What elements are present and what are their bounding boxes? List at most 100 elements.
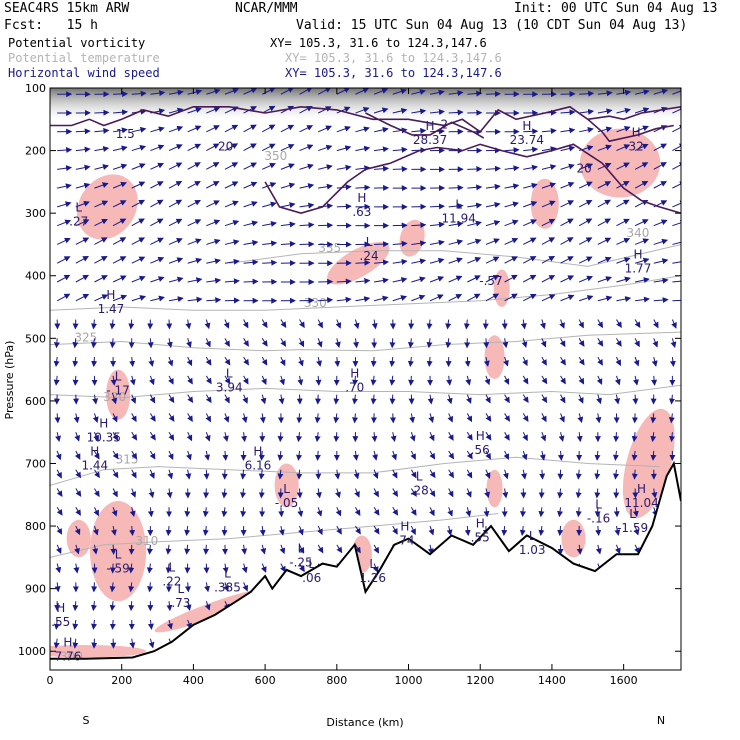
wind-vector — [128, 319, 135, 330]
wind-vector — [224, 162, 239, 170]
wind-vector — [92, 394, 99, 405]
wind-vector — [541, 356, 547, 366]
wind-vector — [168, 431, 175, 441]
wind-vector — [447, 413, 454, 423]
wind-vector — [299, 183, 315, 190]
wind-vector — [615, 338, 622, 347]
wind-vector — [296, 413, 303, 424]
wind-vector — [503, 375, 510, 385]
pv-contour-label: 2 — [441, 118, 449, 132]
wind-vector — [131, 256, 146, 264]
wind-vector — [56, 274, 71, 283]
wind-vector — [633, 356, 640, 367]
wind-vector — [634, 338, 640, 348]
wind-vector — [578, 163, 594, 170]
wind-vector — [355, 296, 371, 303]
wind-vector — [224, 375, 231, 385]
extremum-value: 1.77 — [625, 261, 652, 275]
extremum-value: 1.47 — [98, 302, 125, 316]
wind-vector — [411, 127, 427, 134]
wind-vector — [336, 145, 352, 152]
wind-vector — [504, 183, 520, 190]
wind-vector — [296, 432, 303, 443]
wind-vector — [150, 162, 165, 170]
extremum-value: -.17 — [106, 383, 129, 397]
wind-vector — [597, 181, 612, 189]
wind-vector — [91, 357, 98, 368]
wind-vector — [538, 507, 545, 518]
wind-vector — [355, 544, 361, 554]
wind-vector — [187, 162, 201, 170]
wind-vector — [243, 181, 258, 189]
wind-vector — [560, 127, 576, 134]
wind-vector — [634, 143, 649, 152]
wind-vector — [485, 256, 500, 264]
y-tick-label: 900 — [25, 583, 46, 596]
wind-vector — [577, 413, 584, 424]
wind-vector — [243, 88, 258, 95]
wind-vector — [333, 394, 340, 405]
wind-vector — [165, 544, 172, 555]
extremum-marker: L — [455, 197, 462, 211]
wind-vector — [90, 601, 97, 612]
wind-vector — [650, 413, 657, 424]
wind-vector — [224, 258, 240, 265]
wind-vector — [389, 357, 396, 368]
wind-vector — [187, 125, 202, 133]
wind-vector — [280, 240, 296, 247]
wind-vector — [262, 105, 276, 114]
pv-contour-label: -.57 — [479, 274, 502, 288]
wind-vector — [111, 507, 118, 517]
wind-vector — [613, 432, 620, 443]
wind-vector — [53, 338, 60, 349]
wind-vector — [111, 413, 118, 423]
wind-vector — [57, 165, 73, 172]
wind-vector — [240, 507, 247, 518]
wind-vector — [597, 144, 612, 152]
wind-vector — [221, 488, 228, 499]
wind-vector — [612, 450, 619, 461]
extremum-value: .74 — [395, 534, 414, 548]
wind-vector — [56, 525, 63, 535]
wind-vector — [224, 356, 231, 366]
wind-vector — [594, 450, 601, 461]
wind-vector — [187, 200, 201, 208]
wind-vector — [74, 525, 81, 536]
wind-vector — [483, 507, 490, 518]
wind-vector — [616, 218, 630, 227]
wind-vector — [484, 469, 491, 479]
wind-vector — [57, 183, 72, 190]
wind-vector — [429, 294, 444, 302]
wind-vector — [92, 413, 99, 423]
extremum-marker: L — [178, 582, 185, 596]
wind-vector — [242, 394, 248, 404]
x-tick-label: 1000 — [395, 674, 423, 687]
wind-vector — [578, 256, 593, 264]
wind-vector — [411, 276, 426, 283]
extremum-marker: L — [224, 567, 231, 581]
wind-vector — [224, 394, 230, 404]
wind-vector — [541, 237, 556, 245]
wind-vector — [504, 201, 520, 208]
wind-vector — [187, 143, 202, 152]
wind-vector — [632, 507, 639, 518]
wind-vector — [355, 184, 371, 191]
wind-vector — [560, 356, 566, 366]
wind-vector — [187, 89, 203, 95]
wind-vector — [429, 221, 445, 228]
wind-vector — [354, 507, 361, 517]
wind-vector — [258, 450, 265, 461]
wind-vector — [262, 88, 276, 95]
wind-vector — [187, 238, 202, 245]
wind-vector — [523, 219, 537, 227]
wind-vector — [56, 256, 71, 264]
wind-vector — [370, 357, 377, 368]
wind-vector — [411, 222, 427, 229]
wind-vector — [467, 220, 482, 227]
model-title: SEAC4RS 15km ARW — [4, 1, 130, 16]
wind-vector — [448, 221, 464, 228]
wind-vector — [131, 90, 147, 97]
wind-vector — [262, 221, 277, 227]
wind-vector — [539, 450, 546, 461]
wind-vector — [392, 146, 408, 153]
